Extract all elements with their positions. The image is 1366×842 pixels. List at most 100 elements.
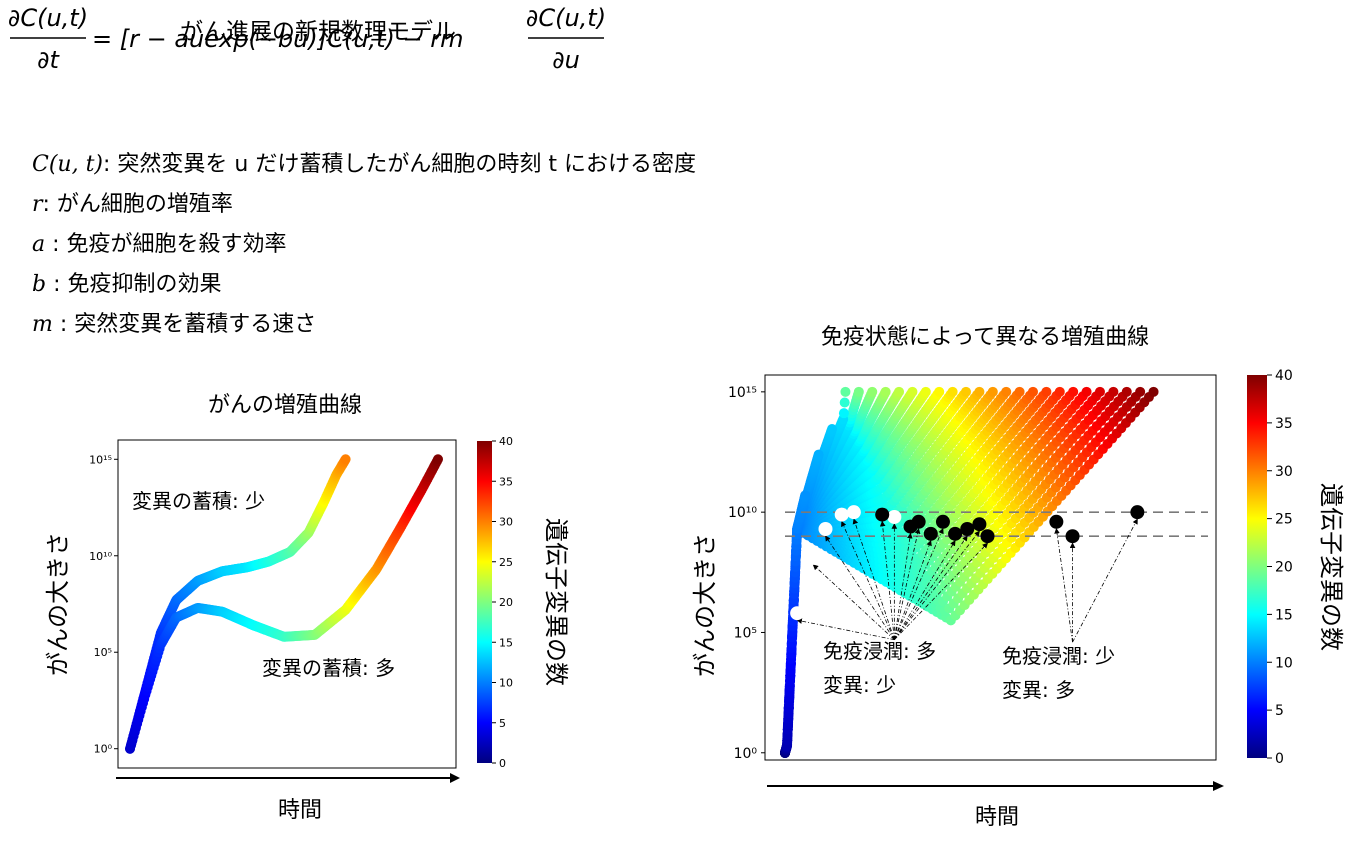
right-data-point xyxy=(1094,386,1105,397)
left-colorbar-ticks: 0 5 10 15 20 25 30 35 40 xyxy=(492,435,513,770)
right-black-marker xyxy=(1130,505,1145,520)
left-colorbar-tick-label: 15 xyxy=(499,636,513,649)
right-annotation-arrow xyxy=(879,520,895,640)
right-data-point xyxy=(813,449,824,460)
right-annotation-arrow xyxy=(893,527,921,640)
definition-text: : 突然変異を蓄積する速さ xyxy=(52,312,317,337)
left-colorbar-tick-label: 40 xyxy=(499,435,513,448)
right-data-point xyxy=(961,386,972,397)
right-black-marker xyxy=(948,526,963,541)
right-black-marker xyxy=(935,514,950,529)
left-colorbar-tick-label: 25 xyxy=(499,556,513,569)
right-white-marker xyxy=(818,522,833,536)
right-data-point xyxy=(1148,386,1159,397)
right-colorbar-tick-label: 40 xyxy=(1275,368,1293,384)
definition-text: : 免疫抑制の効果 xyxy=(46,272,222,297)
right-black-marker xyxy=(1065,529,1080,544)
right-data-point xyxy=(920,386,931,397)
right-annotation-arrow xyxy=(1072,518,1138,643)
left-data-point xyxy=(433,454,443,465)
right-time-arrowhead xyxy=(1213,781,1224,791)
right-y-tick-label: 10¹⁰ xyxy=(728,505,757,521)
lhs-denominator: ∂t xyxy=(37,46,60,74)
definition-c: C(u, t): 突然変異を u だけ蓄積したがん細胞の時刻 t における密度 xyxy=(32,146,696,178)
right-white-marker xyxy=(790,606,805,621)
right-data-point xyxy=(839,397,850,408)
right-colorbar-tick-label: 25 xyxy=(1275,512,1293,528)
definition-text: : 突然変異を u だけ蓄積したがん細胞の時刻 t における密度 xyxy=(103,152,696,177)
right-data-point xyxy=(894,386,905,397)
right-annotation-arrow xyxy=(852,518,895,640)
right-data-point xyxy=(827,424,838,435)
left-curves xyxy=(125,454,443,754)
right-colorbar-tick-label: 5 xyxy=(1275,703,1284,719)
right-colorbar-tick-label: 35 xyxy=(1275,416,1293,432)
right-black-marker xyxy=(972,517,987,532)
left-colorbar-tick-label: 35 xyxy=(499,475,513,488)
right-data-point xyxy=(1014,386,1025,397)
right-chart-title: 免疫状態によって異なる増殖曲線 xyxy=(821,325,1149,350)
right-y-label: がんの大きさ xyxy=(691,533,719,677)
right-white-marker xyxy=(846,505,861,520)
right-x-label: 時間 xyxy=(975,805,1019,830)
right-annotation-arrow xyxy=(796,618,895,641)
right-y-tick-label: 10¹⁵ xyxy=(728,385,757,401)
right-annotation-arrow xyxy=(894,535,968,640)
right-annotation-arrow xyxy=(893,528,944,640)
right-colorbar-tick-label: 30 xyxy=(1275,464,1293,480)
right-data-point xyxy=(934,386,945,397)
right-annotation-arrows xyxy=(796,518,1138,643)
definition-text: : がん細胞の増殖率 xyxy=(42,192,233,217)
definition-a: a : 免疫が細胞を殺す効率 xyxy=(32,226,287,258)
right-data-point xyxy=(907,386,918,397)
right-data-point xyxy=(1121,386,1132,397)
rhs-numerator: ∂C(u,t) xyxy=(526,4,606,32)
left-colorbar-tick-label: 10 xyxy=(499,677,513,690)
right-data-point xyxy=(800,490,811,501)
right-curves xyxy=(780,386,1159,758)
left-data-point xyxy=(340,454,351,465)
right-data-point xyxy=(974,386,985,397)
rhs-denominator: ∂u xyxy=(552,46,580,74)
lhs-numerator: ∂C(u,t) xyxy=(8,4,88,32)
left-annotation-low: 変異の蓄積: 少 xyxy=(132,489,265,513)
right-black-marker xyxy=(980,529,995,544)
right-data-point xyxy=(1135,386,1146,397)
definition-m: m : 突然変異を蓄積する速さ xyxy=(32,306,316,338)
definition-symbol: b xyxy=(32,272,47,297)
right-white-marker xyxy=(887,509,902,524)
right-data-point xyxy=(987,386,998,397)
right-annotation-immune-high: 免疫浸潤: 多 xyxy=(823,639,936,663)
right-plot-frame xyxy=(764,374,1217,761)
right-colorbar-tick-label: 15 xyxy=(1275,607,1293,623)
definition-symbol: r xyxy=(32,192,43,217)
right-y-tick-label: 10⁵ xyxy=(734,625,757,641)
right-data-point xyxy=(880,386,891,397)
right-colorbar-label: 遺伝子変異の数 xyxy=(1317,483,1345,651)
left-y-tick-label: 10⁵ xyxy=(94,646,112,659)
right-data-point xyxy=(853,386,864,397)
left-y-tick-label: 10⁰ xyxy=(94,743,113,756)
right-data-point xyxy=(1081,386,1092,397)
right-colorbar-tick-label: 20 xyxy=(1275,560,1293,576)
right-annotation-arrow xyxy=(894,540,956,640)
right-white-marker xyxy=(834,507,849,522)
left-x-label: 時間 xyxy=(278,798,322,823)
left-colorbar-tick-label: 30 xyxy=(499,516,513,529)
right-black-marker xyxy=(960,522,975,536)
right-data-point xyxy=(947,386,958,397)
right-annotation-mut-low: 変異: 少 xyxy=(823,673,896,697)
right-annotation-arrow xyxy=(894,530,980,640)
right-annotation-mut-high: 変異: 多 xyxy=(1002,678,1075,702)
right-annotation-arrow xyxy=(825,535,895,640)
definition-b: b : 免疫抑制の効果 xyxy=(32,266,222,298)
right-y-tick-label: 10⁰ xyxy=(734,746,758,762)
rhs-expression: = [r − auexp(−bu)]C(u,t) − rm xyxy=(92,25,463,53)
right-data-point xyxy=(1001,386,1012,397)
right-black-marker xyxy=(923,526,938,541)
definition-symbol: m xyxy=(32,312,53,337)
right-data-point xyxy=(1041,386,1052,397)
right-annotation-arrow xyxy=(841,520,895,640)
right-data-point xyxy=(1108,386,1119,397)
right-black-marker xyxy=(875,507,890,522)
